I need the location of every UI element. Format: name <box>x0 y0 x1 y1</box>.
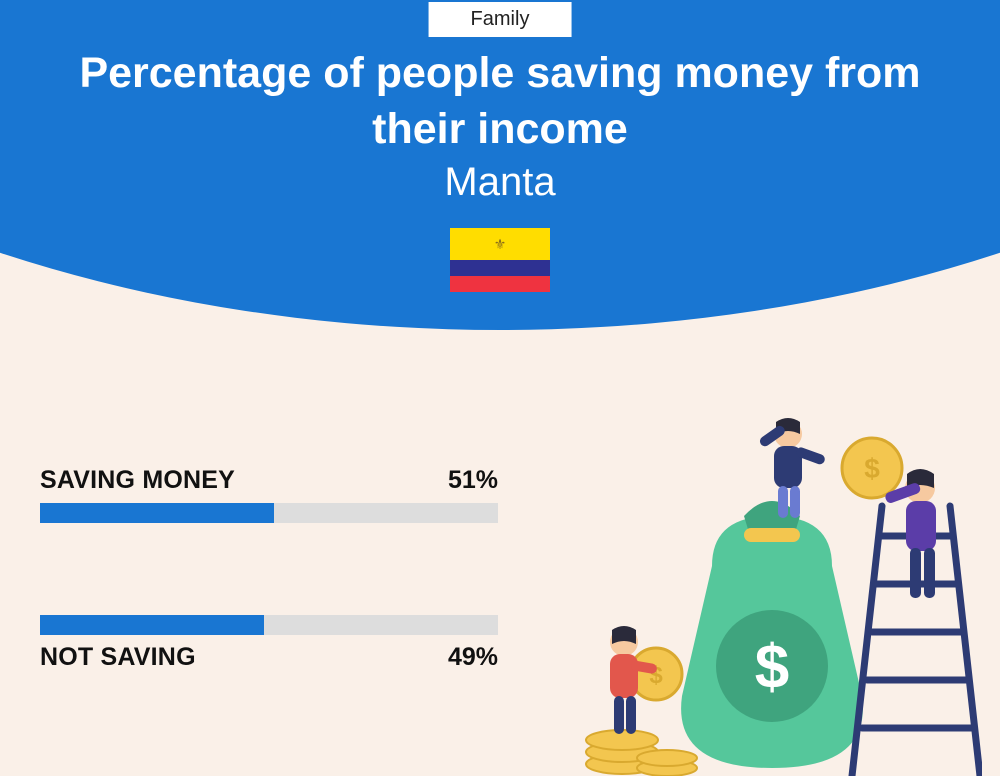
stat-label: NOT SAVING <box>40 643 196 672</box>
page-subtitle: Manta <box>0 160 1000 205</box>
stat-row: SAVING MONEY 51% <box>40 466 498 495</box>
category-label: Family <box>471 8 530 30</box>
coin-stack-icon <box>586 730 697 776</box>
bar-track <box>40 503 498 523</box>
stat-row: NOT SAVING 49% <box>40 643 498 672</box>
stat-label: SAVING MONEY <box>40 466 235 495</box>
flag-stripe-red <box>450 276 550 292</box>
bar-fill <box>40 615 264 635</box>
page-title: Percentage of people saving money from t… <box>0 46 1000 158</box>
flag-stripe-yellow: ⚜ <box>450 228 550 260</box>
stats-panel: SAVING MONEY 51% NOT SAVING 49% <box>40 466 498 764</box>
stat-value: 51% <box>448 466 498 495</box>
stat-saving: SAVING MONEY 51% <box>40 466 498 523</box>
person-left-icon: $ <box>610 626 682 734</box>
flag-stripe-blue <box>450 260 550 276</box>
bar-fill <box>40 503 274 523</box>
savings-illustration: $ $ $ <box>562 416 982 776</box>
money-bag-icon: $ <box>681 501 863 768</box>
flag-ecuador: ⚜ <box>450 228 550 292</box>
svg-text:$: $ <box>755 633 789 702</box>
svg-text:$: $ <box>864 453 880 484</box>
flag-emblem-icon: ⚜ <box>494 236 507 253</box>
category-badge: Family <box>429 2 572 37</box>
stat-value: 49% <box>448 643 498 672</box>
stat-not-saving: NOT SAVING 49% <box>40 615 498 672</box>
person-ladder-icon: $ <box>842 438 936 598</box>
bar-track <box>40 615 498 635</box>
